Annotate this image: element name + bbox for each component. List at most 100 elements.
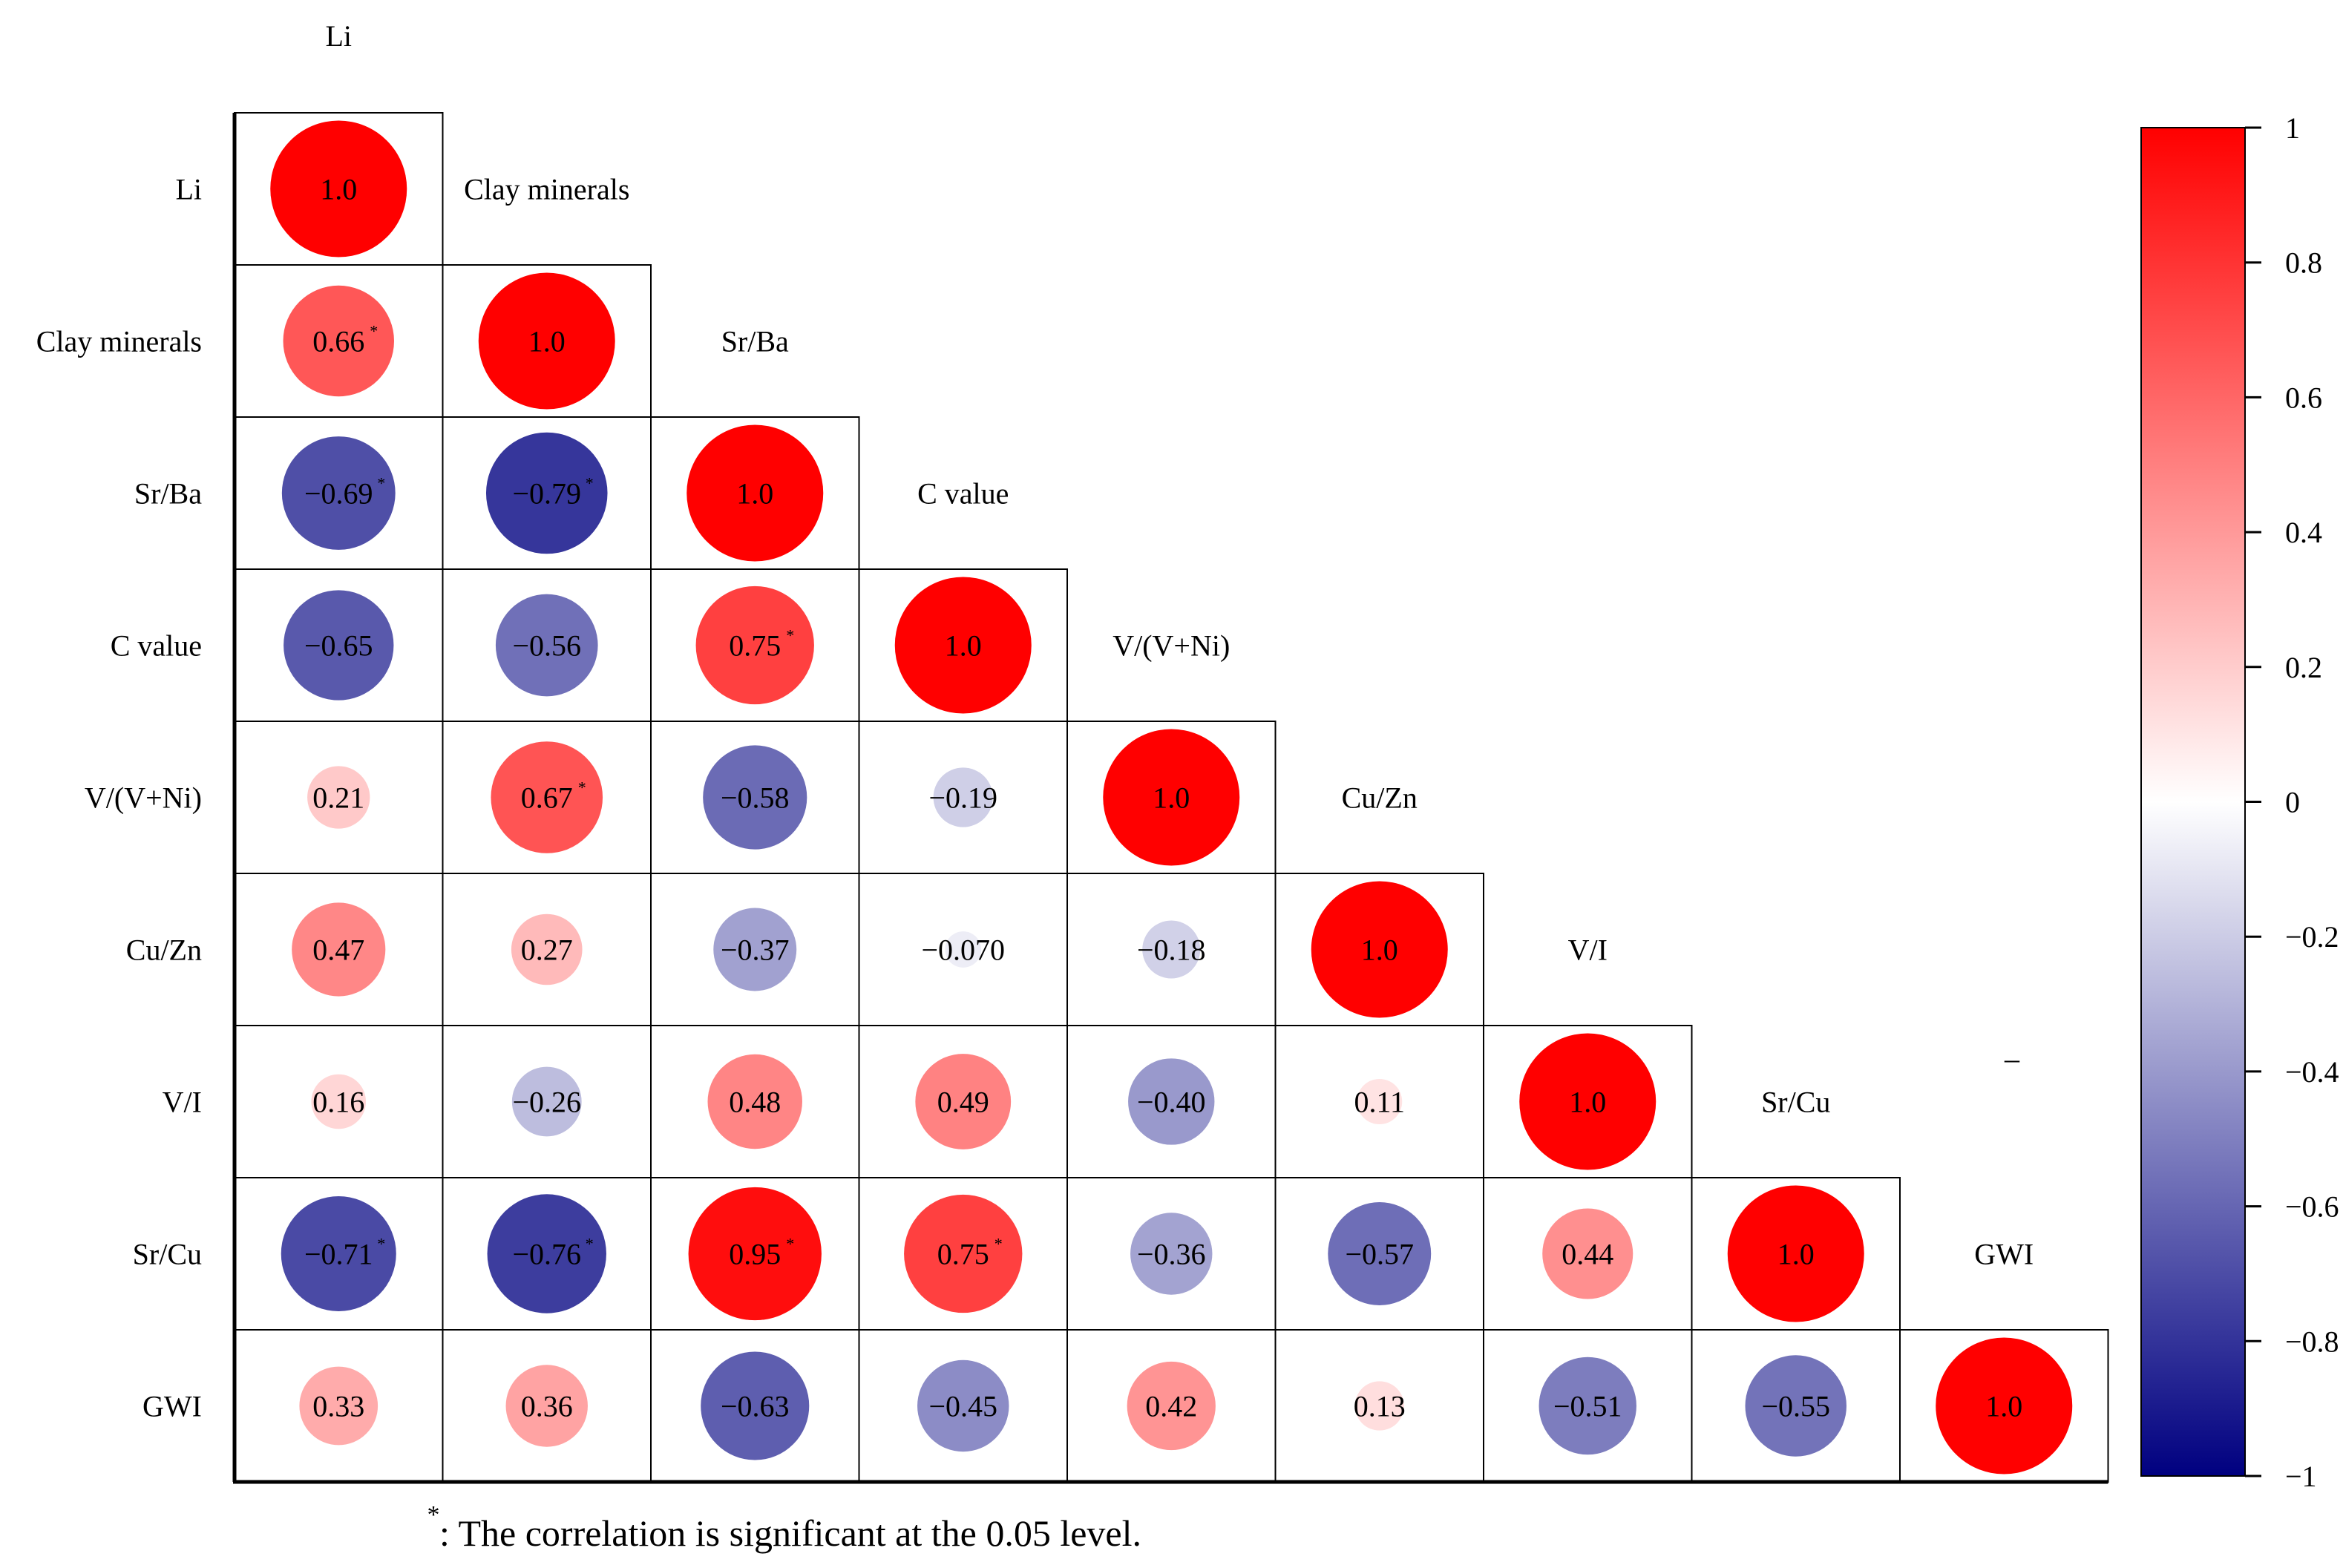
correlation-circle: [1354, 1381, 1404, 1431]
column-label-gwi: GWI: [1974, 1238, 2034, 1271]
correlation-circle: [487, 1194, 606, 1313]
correlation-circle: [283, 285, 394, 397]
correlation-circle: [1357, 1078, 1403, 1125]
correlation-circle: [1328, 1202, 1432, 1305]
correlation-circle: [311, 1074, 367, 1129]
correlation-circle: [703, 745, 807, 850]
column-label-cu-zn: Cu/Zn: [1342, 781, 1418, 815]
correlation-circle: [485, 432, 608, 554]
column-label-sr-ba: Sr/Ba: [721, 325, 789, 358]
colorbar-tick-label: −0.4: [2285, 1055, 2339, 1089]
correlation-circle: [495, 594, 598, 697]
correlation-value-label: 0.66: [312, 325, 364, 358]
correlation-circle: [915, 1054, 1012, 1149]
dash-mark: –: [2004, 1042, 2020, 1075]
correlation-value-label: 0.95: [729, 1238, 781, 1271]
correlation-value-label: 0.16: [312, 1086, 364, 1119]
row-label-sr-ba: Sr/Ba: [134, 477, 202, 511]
correlation-circle: [713, 908, 797, 991]
significance-marker: *: [586, 474, 594, 493]
correlation-circle: [478, 272, 615, 410]
colorbar-tick-label: −0.8: [2285, 1325, 2339, 1358]
correlation-value-label: −0.55: [1761, 1390, 1830, 1423]
correlation-value-label: 0.42: [1145, 1390, 1197, 1423]
correlation-value-label: 0.44: [1562, 1238, 1613, 1271]
correlation-value-label: 1.0: [1569, 1086, 1606, 1119]
correlation-circle: [1142, 920, 1201, 979]
correlation-circle: [270, 120, 407, 257]
row-label-clay-minerals: Clay minerals: [36, 325, 202, 358]
correlation-value-label: −0.45: [928, 1390, 997, 1423]
correlation-circle: [299, 1366, 379, 1446]
correlation-circle: [1745, 1355, 1846, 1457]
column-label-sr-cu: Sr/Cu: [1761, 1086, 1830, 1119]
correlation-value-label: −0.69: [304, 477, 373, 511]
column-label-li: Li: [325, 19, 352, 53]
colorbar-tick-label: 1: [2285, 111, 2300, 145]
colorbar-tick-label: 0.6: [2285, 381, 2322, 414]
correlation-circle: [1311, 881, 1448, 1018]
correlation-circle: [1727, 1185, 1864, 1322]
column-label-clay-minerals: Clay minerals: [464, 173, 629, 206]
correlation-value-label: 1.0: [1985, 1390, 2022, 1423]
correlation-circle: [933, 767, 993, 827]
correlation-circle: [917, 1359, 1009, 1452]
correlation-value-label: −0.65: [304, 629, 373, 663]
significance-marker: *: [377, 1235, 385, 1253]
colorbar-tick-label: 0.2: [2285, 651, 2322, 684]
correlation-value-label: −0.56: [512, 629, 581, 663]
correlation-circle: [307, 766, 370, 829]
correlation-circle: [945, 931, 982, 968]
correlation-value-label: 0.67: [521, 781, 573, 815]
significance-marker: *: [786, 1235, 794, 1253]
correlation-value-label: 0.48: [729, 1086, 781, 1119]
footnote-asterisk: *: [427, 1501, 440, 1529]
correlation-value-label: 1.0: [1153, 781, 1190, 815]
colorbar-tick-label: 0.4: [2285, 516, 2322, 549]
correlation-circle: [1538, 1357, 1636, 1455]
significance-marker: *: [994, 1235, 1003, 1253]
correlation-value-label: 1.0: [736, 477, 773, 511]
correlation-value-label: −0.51: [1553, 1390, 1622, 1423]
correlation-value-label: 0.21: [312, 781, 364, 815]
significance-marker: *: [586, 1235, 594, 1253]
correlation-value-label: 0.27: [521, 934, 573, 967]
correlation-circle: [1127, 1361, 1216, 1451]
correlation-circle: [1128, 1058, 1215, 1145]
footnote: * : The correlation is significant at th…: [427, 1501, 1142, 1554]
correlation-value-label: −0.58: [721, 781, 790, 815]
correlation-circle: [281, 436, 396, 550]
correlation-circle: [292, 902, 386, 997]
colorbar-tick-label: −0.2: [2285, 920, 2339, 954]
row-label-sr-cu: Sr/Cu: [133, 1238, 202, 1271]
correlation-value-label: −0.57: [1345, 1238, 1414, 1271]
row-label-li: Li: [175, 173, 202, 206]
significance-marker: *: [578, 778, 586, 797]
correlation-value-label: 1.0: [528, 325, 566, 358]
correlation-circle: [511, 1066, 582, 1137]
correlation-circle: [688, 1187, 822, 1321]
row-label-v-i: V/I: [163, 1086, 202, 1119]
correlation-value-label: −0.19: [928, 781, 997, 815]
row-label-v-v-ni: V/(V+Ni): [85, 781, 202, 815]
correlation-value-label: −0.63: [721, 1390, 790, 1423]
correlation-circle: [1519, 1033, 1657, 1170]
correlation-matrix: Li Li Clay minerals Clay minerals Sr/Ba Sr/Ba…: [36, 19, 2109, 1484]
correlation-value-label: 0.49: [937, 1086, 989, 1119]
correlation-value-label: 1.0: [1361, 934, 1398, 967]
correlation-value-label: −0.070: [921, 934, 1005, 967]
correlation-value-label: 0.11: [1354, 1086, 1405, 1119]
footnote-text: : The correlation is significant at the …: [439, 1512, 1141, 1554]
correlation-circle: [491, 741, 603, 853]
column-label-v-i: V/I: [1568, 934, 1608, 967]
correlation-value-label: 0.33: [312, 1390, 364, 1423]
correlation-value-label: 0.13: [1354, 1390, 1406, 1423]
correlation-value-label: −0.40: [1137, 1086, 1206, 1119]
correlation-circle: [1936, 1337, 2073, 1474]
correlation-value-label: −0.26: [512, 1086, 581, 1119]
correlation-circle: [686, 424, 824, 562]
colorbar-tick-label: −1: [2285, 1460, 2317, 1493]
correlation-circle: [511, 913, 583, 985]
significance-marker: *: [377, 474, 385, 493]
